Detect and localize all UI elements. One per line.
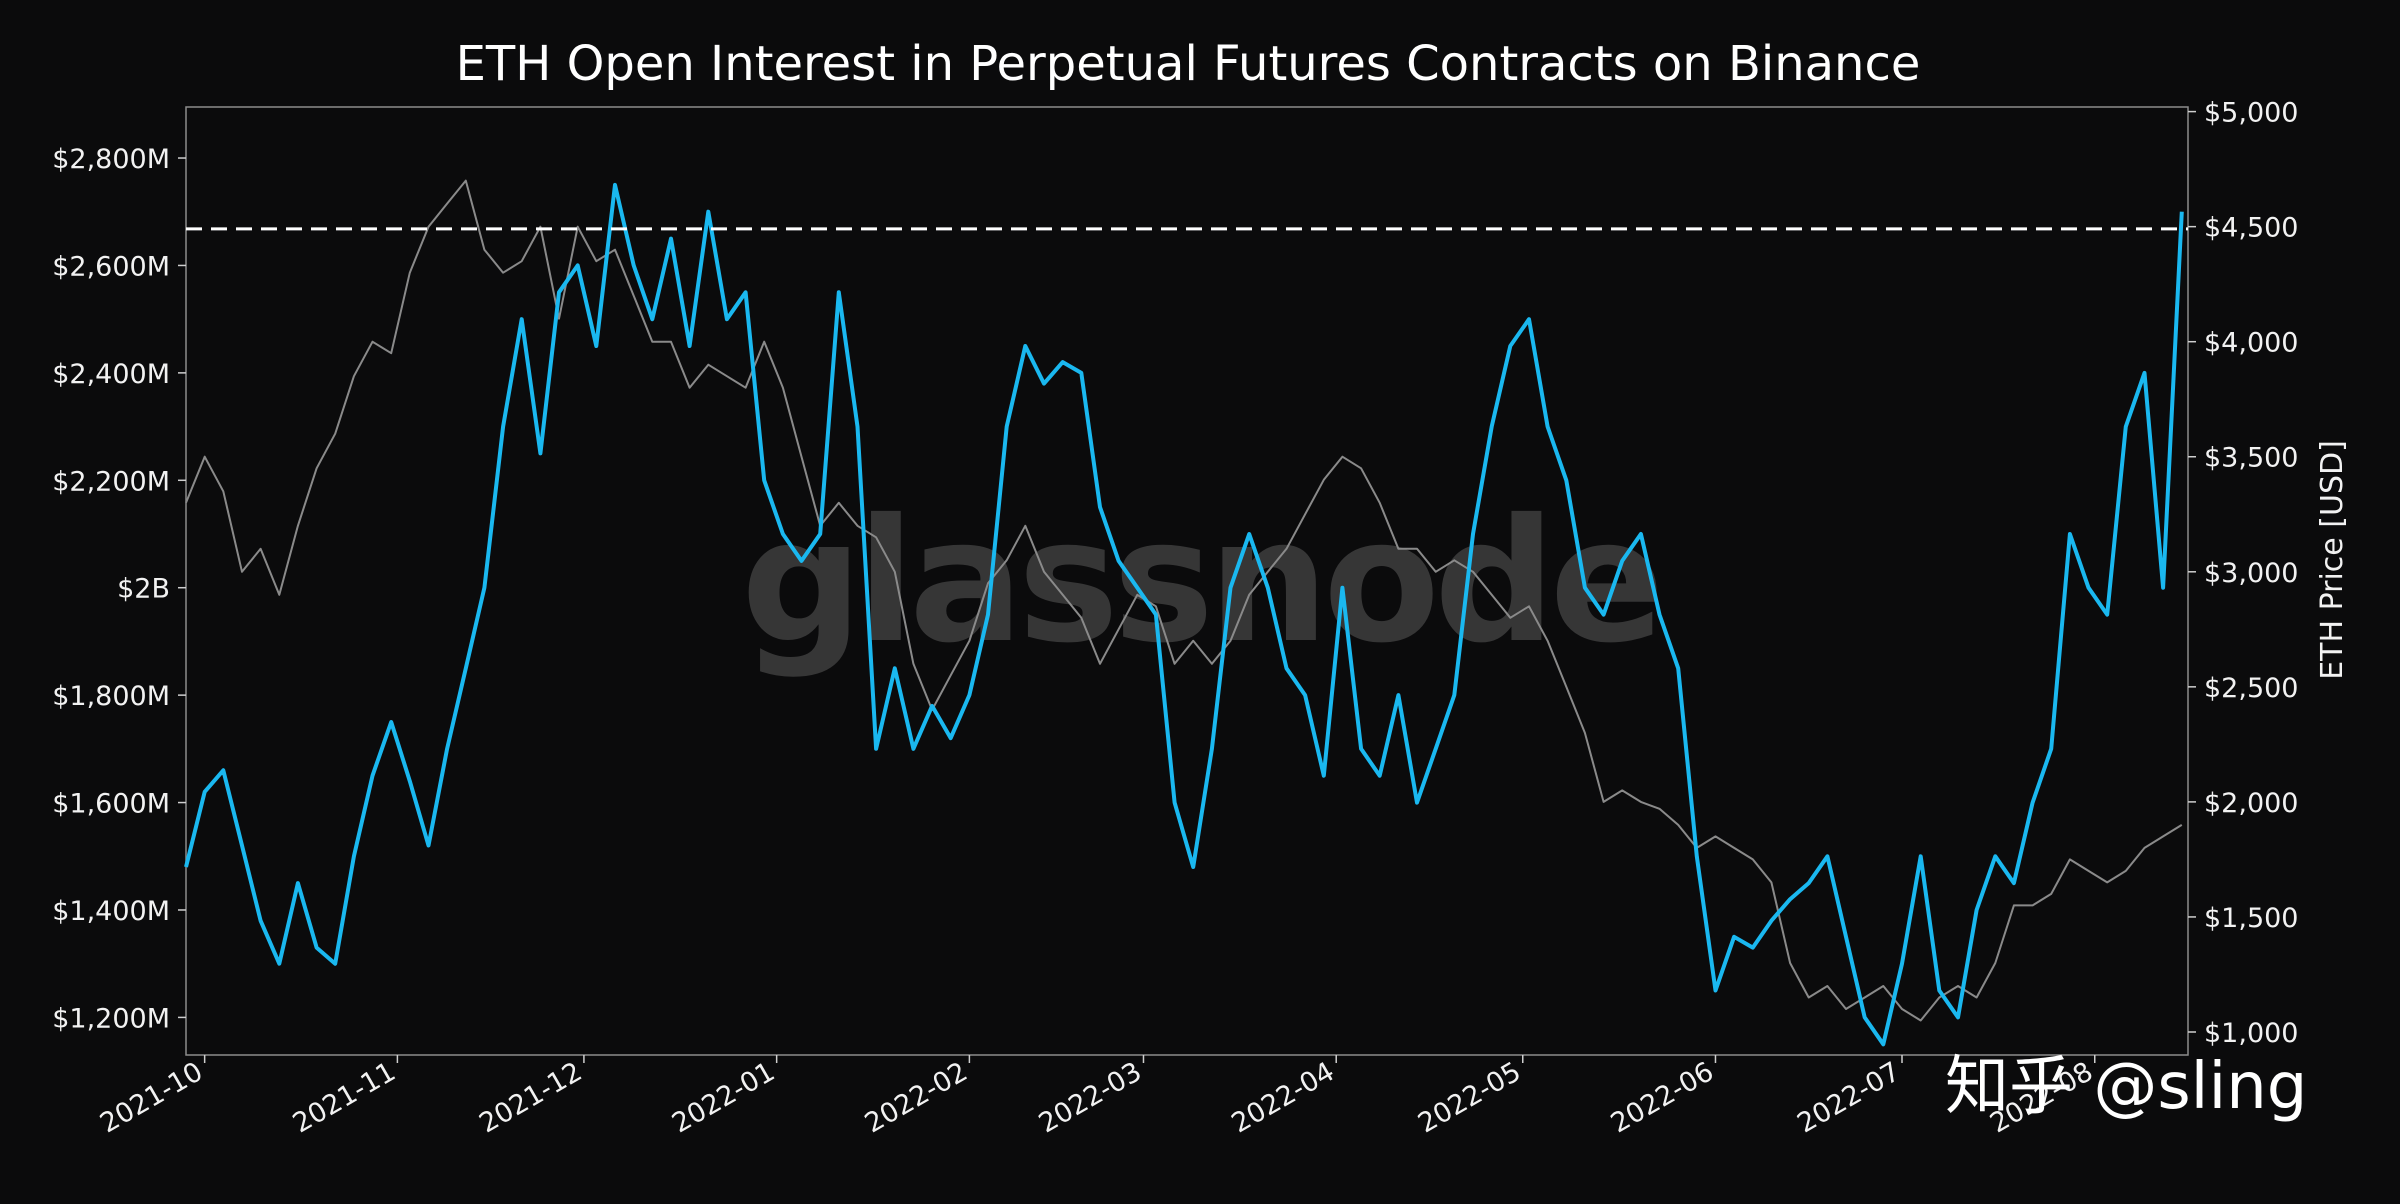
left-tick-label: $2,400M [52,359,170,390]
right-tick-label: $3,500 [2204,443,2298,474]
right-tick-label: $1,000 [2204,1018,2298,1049]
right-tick-label: $2,000 [2204,788,2298,819]
right-axis-label: ETH Price [USD] [2315,440,2350,680]
chart-title: ETH Open Interest in Perpetual Futures C… [456,36,1921,92]
eth-price-line [185,179,2183,1022]
right-tick-label: $3,000 [2204,558,2298,589]
left-tick-label: $2B [117,574,170,605]
left-tick-label: $2,800M [52,144,170,175]
left-tick-label: $1,400M [52,896,170,927]
left-tick-label: $1,800M [52,681,170,712]
right-tick-label: $4,500 [2204,213,2298,244]
right-tick-label: $1,500 [2204,903,2298,934]
right-tick-label: $4,000 [2204,328,2298,359]
left-tick-label: $2,200M [52,466,170,497]
open-interest-line [184,182,2184,1047]
right-tick-label: $5,000 [2204,98,2298,129]
left-tick-label: $2,600M [52,251,170,282]
right-tick-label: $2,500 [2204,673,2298,704]
left-tick-label: $1,200M [52,1003,170,1034]
left-tick-label: $1,600M [52,789,170,820]
credit-text: 知乎 @sling [1945,1050,2307,1124]
plot-frame [185,106,2189,1056]
watermark: glassnode [741,483,1659,681]
